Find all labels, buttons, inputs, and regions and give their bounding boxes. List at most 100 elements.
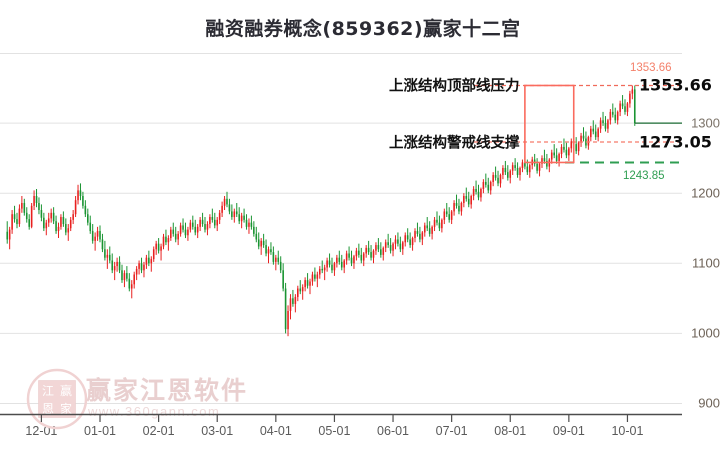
candle-body (521, 162, 524, 168)
candle-body (216, 219, 219, 226)
candle-body (358, 250, 360, 255)
candle-body (631, 89, 634, 94)
candle-body (399, 243, 402, 250)
candle-body (201, 219, 204, 225)
candle-body (558, 153, 560, 161)
candle-body (184, 229, 187, 236)
candle-body (223, 198, 226, 206)
candle-body (406, 235, 409, 240)
candle-body (38, 203, 40, 211)
candle-body (543, 158, 546, 161)
candle-body (121, 270, 123, 281)
candle-body (624, 106, 626, 112)
candle-body (416, 231, 419, 234)
candle-body (450, 211, 453, 220)
candle-body (84, 205, 87, 215)
candle-body (553, 152, 555, 156)
candle-body (8, 229, 11, 240)
candle-body (465, 195, 468, 199)
candle-body (311, 274, 314, 282)
candle-body (387, 242, 389, 246)
candle-body (221, 205, 223, 213)
candle-body (69, 219, 72, 229)
candle-body (323, 267, 326, 271)
candle-body (397, 239, 399, 244)
candle-body (597, 128, 599, 138)
candle-body (511, 165, 514, 171)
candle-body (536, 163, 538, 171)
highlight-box (524, 84, 575, 164)
candle-body (328, 260, 331, 265)
candle-body (629, 93, 631, 104)
candle-body (60, 217, 62, 227)
candle-body (179, 225, 182, 234)
candle-body (194, 226, 197, 233)
candle-body (174, 233, 177, 240)
candle-body (297, 288, 299, 297)
candle-body (580, 135, 582, 143)
candle-body (619, 103, 621, 112)
candle-body (362, 253, 365, 261)
candle-body (265, 245, 267, 254)
candle-body (338, 257, 341, 262)
candlestick-canvas (0, 53, 682, 404)
candle-body (507, 172, 509, 178)
candle-body (411, 238, 414, 246)
candle-body (516, 167, 519, 175)
x-axis-tick-label: 01-01 (84, 424, 116, 438)
candle-body (431, 226, 433, 234)
candle-body (316, 274, 319, 279)
svg-text:家: 家 (60, 401, 72, 416)
candle-body (392, 243, 394, 251)
watermark-brand: 赢家江恩软件 (86, 376, 249, 405)
candle-body (336, 257, 338, 264)
candle-body (52, 212, 55, 222)
candle-body (235, 211, 238, 215)
candle-body (470, 195, 472, 205)
candle-body (79, 190, 82, 196)
watermark-url: www.360gann.com (88, 404, 221, 419)
candle-body (345, 253, 348, 261)
candle-body (504, 167, 507, 173)
candle-body (443, 211, 446, 220)
candle-body (23, 203, 26, 213)
candle-body (419, 233, 421, 240)
candle-body (389, 245, 392, 251)
candle-body (438, 222, 441, 229)
candle-body (616, 111, 619, 121)
candle-body (267, 249, 270, 254)
candle-body (575, 144, 577, 152)
candle-body (257, 239, 260, 247)
candle-body (250, 222, 253, 227)
candle-body (47, 218, 50, 223)
candle-body (226, 198, 228, 205)
candle-body (382, 247, 385, 255)
candle-body (550, 152, 553, 160)
candle-body (365, 247, 367, 254)
candle-body (40, 210, 43, 218)
candle-body (499, 174, 502, 184)
x-axis-tick-label: 08-01 (494, 424, 527, 438)
page-title: 融资融券概念(859362)赢家十二宫 (205, 18, 521, 40)
y-axis-tick-label: 1100 (692, 255, 720, 271)
candlestick-plot[interactable] (0, 53, 682, 414)
candle-body (404, 235, 407, 243)
candle-body (482, 181, 485, 189)
candle-body (355, 250, 358, 257)
candle-body (57, 226, 60, 232)
candle-body (306, 280, 309, 286)
candle-body (238, 214, 240, 222)
candle-series (6, 85, 636, 337)
candle-body (612, 111, 614, 115)
candle-body (160, 246, 162, 251)
x-axis-tick-label: 03-01 (201, 424, 234, 438)
candle-body (472, 188, 475, 196)
candle-body (284, 288, 287, 330)
resistance-price-tag: 1353.66 (639, 75, 712, 95)
candle-body (152, 249, 155, 260)
candle-body (262, 240, 265, 246)
candle-body (560, 146, 563, 154)
candle-body (350, 257, 353, 264)
candle-body (145, 257, 148, 265)
candle-body (367, 247, 370, 253)
